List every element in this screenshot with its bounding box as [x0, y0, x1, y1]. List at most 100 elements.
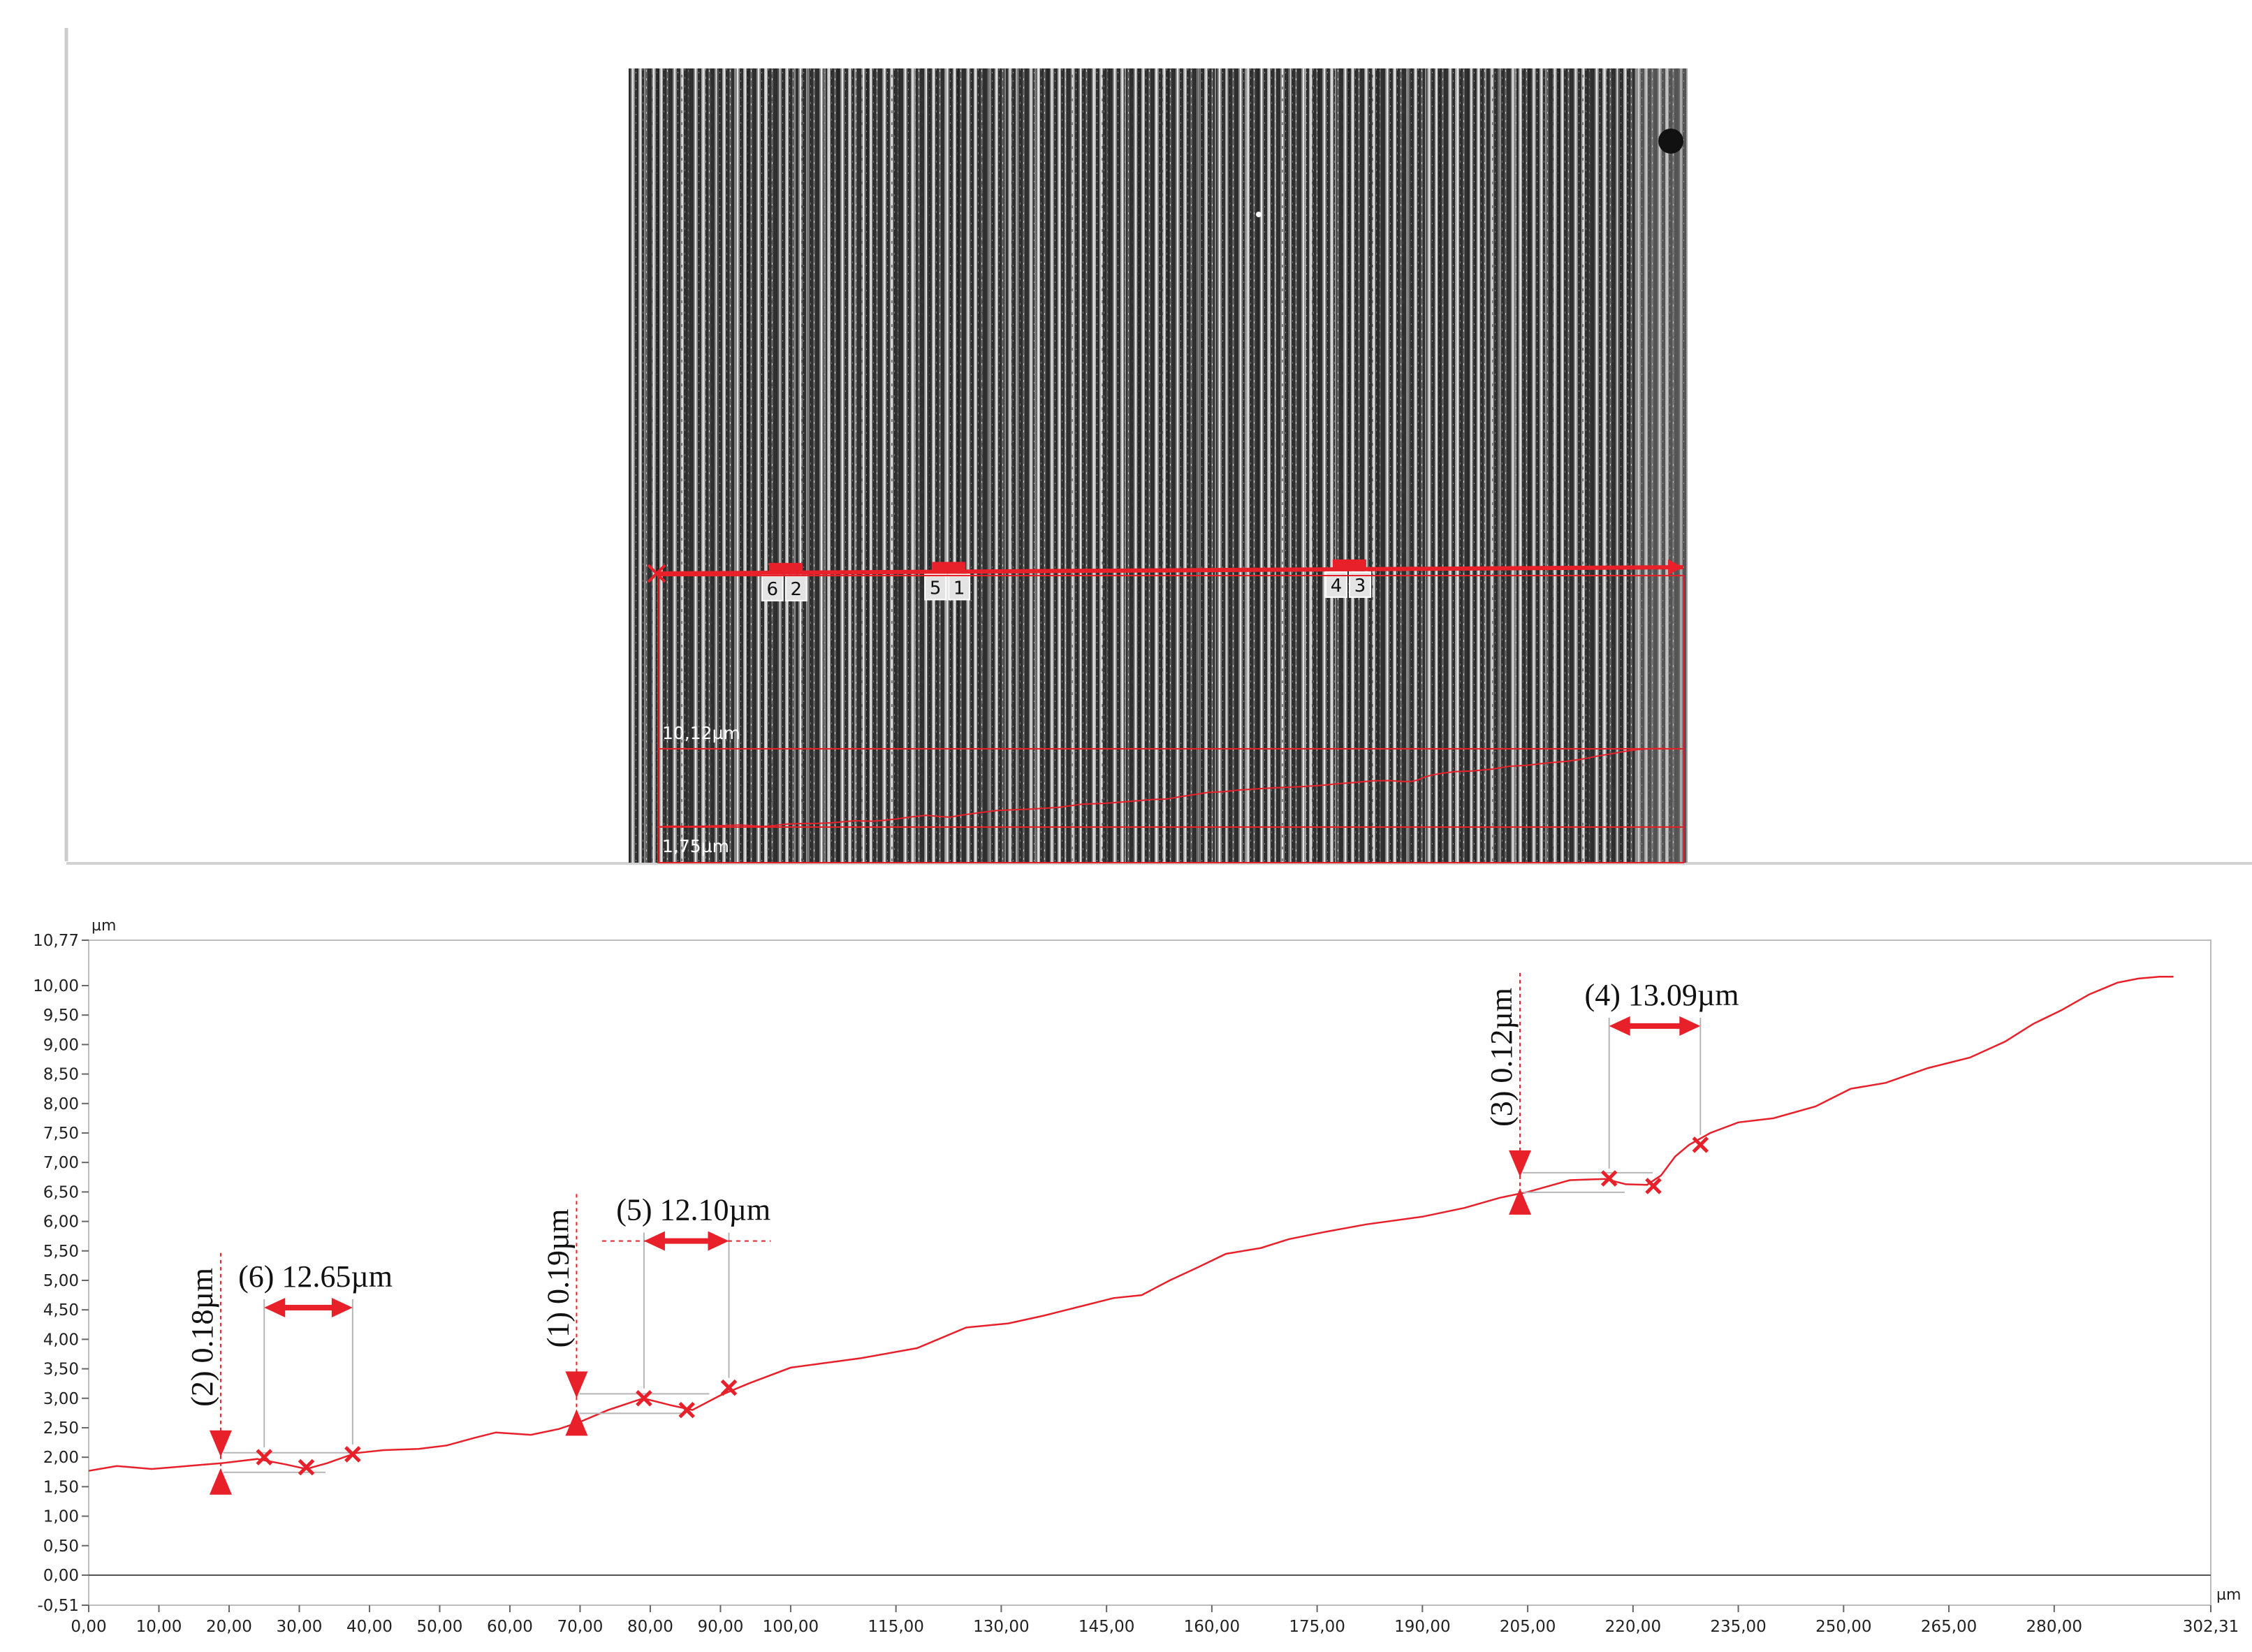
x-tick-label: 220,00 [1605, 1618, 1661, 1636]
y-tick-label: 3,50 [43, 1361, 79, 1379]
y-tick-label: 10,77 [33, 932, 79, 950]
x-tick-label: 30,00 [277, 1618, 323, 1636]
measurement-point [1692, 1136, 1709, 1153]
height-arrowhead-down [565, 1371, 588, 1398]
profile-line-start-mark [647, 564, 666, 583]
measurement-point-stroke [1600, 1170, 1618, 1187]
x-tick-label: 160,00 [1184, 1618, 1240, 1636]
y-tick-label: 2,50 [43, 1419, 79, 1438]
height-arrowhead-up [565, 1409, 588, 1436]
measurement-point-stroke [636, 1389, 652, 1407]
width-annotation-label: (6) 12.65µm [238, 1259, 393, 1294]
profile-series-line [88, 976, 2174, 1472]
y-tick-label: 0,00 [43, 1567, 79, 1585]
y-tick-label: 2,00 [43, 1449, 79, 1467]
profile-chart: µm µm -0,51 0,00 0,50 1,00 1,50 2,00 2,50 3,00 3,5… [33, 917, 2241, 1636]
marker-label-5: 5 [930, 578, 942, 599]
micrograph-panel: 6 2 5 1 4 3 10,12µm 1,75µm [629, 68, 1688, 863]
profile-line [656, 565, 1684, 576]
y-tick-label: 6,50 [43, 1183, 79, 1201]
y-tick-label: 3,00 [43, 1390, 79, 1408]
y-tick-label: 9,00 [43, 1036, 79, 1054]
height-annotation-label: (2) 0.18µm [185, 1268, 219, 1407]
marker-box-2 [784, 574, 807, 601]
y-tick-label: 7,00 [43, 1154, 79, 1172]
measurement-point [298, 1459, 315, 1476]
y-tick-label: 1,50 [43, 1478, 79, 1496]
x-tick-label: 250,00 [1815, 1618, 1871, 1636]
x-tick-label: 265,00 [1921, 1618, 1977, 1636]
y-tick-label: 4,50 [43, 1301, 79, 1320]
marker-label-1: 1 [953, 578, 965, 599]
x-tick-label: 145,00 [1079, 1618, 1134, 1636]
measurement-point-stroke [678, 1401, 695, 1419]
marker-label-4: 4 [1331, 576, 1343, 597]
x-tick-label: 205,00 [1500, 1618, 1556, 1636]
measurement-point-stroke [720, 1379, 738, 1396]
height-annotation-label: (1) 0.19µm [541, 1208, 575, 1347]
marker-label-2: 2 [791, 579, 803, 600]
marker-band-1 [932, 562, 966, 571]
overlay-scale-top: 10,12µm [662, 723, 740, 743]
y-tick-label: 7,50 [43, 1125, 79, 1143]
marker-box-1 [948, 573, 971, 601]
measurement-point [1600, 1170, 1618, 1187]
micrograph-texture [629, 68, 1688, 863]
height-arrowhead-down [209, 1430, 232, 1457]
x-tick-label: 50,00 [417, 1618, 463, 1636]
x-axis-unit: µm [2216, 1586, 2241, 1604]
measurement-point [256, 1449, 272, 1465]
measurement-point [344, 1446, 361, 1463]
measurement-point-stroke [344, 1446, 361, 1463]
width-annotation-label: (4) 13.09µm [1585, 978, 1739, 1012]
x-tick-label: 115,00 [868, 1618, 923, 1636]
measurement-point [720, 1379, 738, 1396]
y-tick-label: 6,00 [43, 1213, 79, 1231]
x-tick-label: 100,00 [763, 1618, 819, 1636]
measurement-point [1645, 1178, 1662, 1194]
surface-defect-dot [1658, 129, 1683, 154]
width-annotation-label: (5) 12.10µm [616, 1193, 770, 1227]
plot-frame [88, 940, 2211, 1606]
x-tick-label: 70,00 [557, 1618, 604, 1636]
overlay-profile-curve [657, 747, 1666, 828]
x-tick-label: 190,00 [1394, 1618, 1450, 1636]
y-tick-label: -0,51 [37, 1597, 79, 1615]
measurement-point-stroke [1692, 1136, 1709, 1153]
x-tick-label: 90,00 [698, 1618, 744, 1636]
x-tick-label: 10,00 [136, 1618, 182, 1636]
width-arrowhead-left [264, 1297, 286, 1317]
surface-highlight-dot [1256, 212, 1262, 217]
x-tick-label: 302,31 [2183, 1618, 2239, 1636]
y-tick-label: 5,50 [43, 1243, 79, 1261]
width-arrowhead-left [1609, 1016, 1630, 1036]
height-arrowhead-down [1509, 1150, 1532, 1177]
x-tick-label: 20,00 [206, 1618, 252, 1636]
marker-band-2 [1332, 559, 1366, 568]
y-tick-label: 8,00 [43, 1095, 79, 1113]
overlay-scale-bottom: 1,75µm [662, 836, 729, 856]
height-annotation-label: (3) 0.12µm [1484, 988, 1519, 1127]
x-tick-label: 80,00 [627, 1618, 673, 1636]
marker-box-5 [924, 573, 947, 601]
height-arrowhead-up [1509, 1187, 1532, 1215]
x-tick-label: 235,00 [1710, 1618, 1766, 1636]
x-tick-label: 280,00 [2026, 1618, 2082, 1636]
width-arrowhead-right [1679, 1016, 1701, 1036]
y-tick-label: 5,00 [43, 1272, 79, 1290]
y-tick-label: 4,00 [43, 1331, 79, 1349]
measurement-point [636, 1389, 652, 1407]
y-tick-label: 8,50 [43, 1066, 79, 1084]
marker-label-3: 3 [1354, 576, 1366, 597]
x-tick-label: 175,00 [1289, 1618, 1345, 1636]
measurement-point-stroke [298, 1459, 315, 1476]
width-arrowhead-right [708, 1231, 729, 1251]
marker-band-0 [768, 562, 803, 571]
overlay-frame [657, 575, 1684, 863]
measurement-point [678, 1401, 695, 1419]
y-tick-label: 10,00 [33, 977, 79, 995]
width-arrowhead-right [331, 1297, 353, 1317]
y-tick-label: 1,00 [43, 1508, 79, 1526]
